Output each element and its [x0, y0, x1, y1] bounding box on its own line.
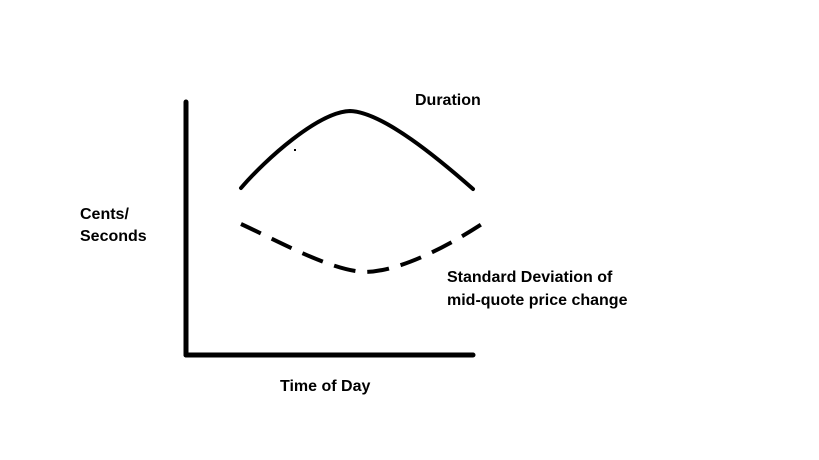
y-axis-label-line-1: Cents/	[80, 206, 129, 223]
stray-pixel	[294, 149, 296, 151]
series-label-std-deviation: Standard Deviation of mid-quote price ch…	[447, 269, 628, 309]
series-line-duration	[239, 108, 475, 191]
x-axis-label: Time of Day	[280, 378, 371, 395]
series-label-std-deviation-line-2: mid-quote price change	[447, 292, 628, 309]
y-axis-label-line-2: Seconds	[80, 228, 147, 245]
series-line-std-deviation	[240, 220, 487, 275]
series-label-std-deviation-line-1: Standard Deviation of	[447, 269, 613, 286]
y-axis-label: Cents/ Seconds	[80, 206, 147, 245]
series-label-duration: Duration	[415, 92, 481, 109]
